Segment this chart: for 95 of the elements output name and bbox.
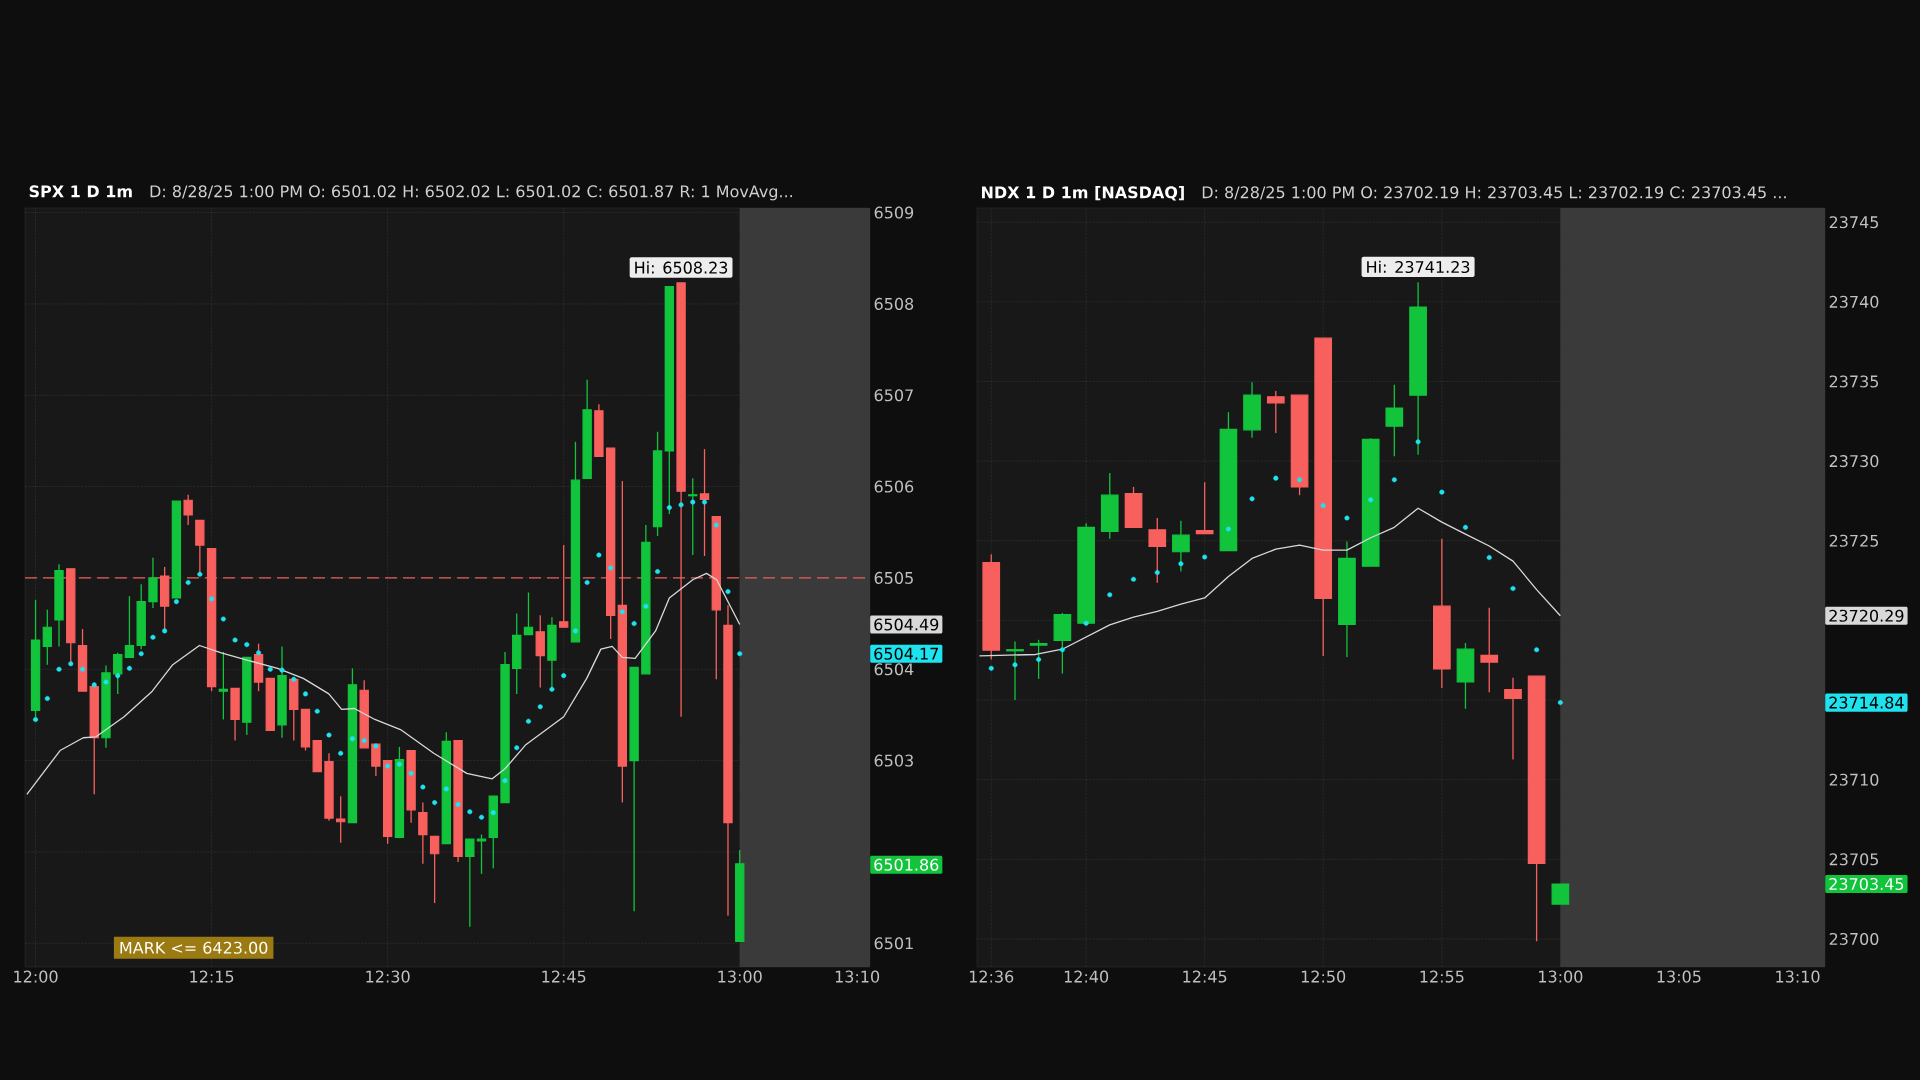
candlestick bbox=[465, 838, 475, 928]
candlestick bbox=[1148, 517, 1167, 584]
candlestick bbox=[1385, 384, 1404, 457]
point bbox=[1273, 475, 1279, 481]
candlestick bbox=[1480, 607, 1499, 693]
candlestick bbox=[1006, 640, 1024, 701]
point bbox=[1036, 657, 1042, 663]
annotation: Hi: 23741.23 bbox=[1367, 260, 1470, 274]
y-tick-label: 6508 bbox=[874, 297, 914, 310]
x-tick-label: 13:00 bbox=[1539, 970, 1583, 983]
x-tick-label: 13:05 bbox=[1657, 970, 1701, 983]
y-tick-label: 6501 bbox=[874, 937, 913, 950]
annotation: 23720.29 bbox=[1829, 609, 1904, 622]
point bbox=[988, 665, 994, 671]
annotation: 6504.49 bbox=[874, 618, 939, 631]
point bbox=[1439, 489, 1445, 495]
candlestick bbox=[476, 833, 487, 875]
point bbox=[1154, 569, 1160, 575]
point bbox=[1107, 592, 1113, 598]
point bbox=[1012, 662, 1018, 668]
point bbox=[1510, 586, 1516, 592]
candlestick bbox=[688, 477, 698, 556]
candlestick bbox=[336, 795, 346, 844]
point bbox=[1320, 503, 1326, 509]
candlestick bbox=[1172, 520, 1190, 573]
x-tick-label: 12:36 bbox=[969, 970, 1014, 983]
point bbox=[1083, 620, 1089, 626]
y-tick-label: 23725 bbox=[1829, 534, 1879, 547]
point bbox=[1462, 524, 1468, 530]
x-tick-label: 13:10 bbox=[1776, 970, 1820, 983]
point bbox=[1249, 496, 1255, 502]
line-series bbox=[26, 572, 741, 796]
candlestick bbox=[183, 494, 193, 526]
point bbox=[1415, 439, 1421, 445]
point bbox=[1225, 526, 1231, 532]
candlestick bbox=[124, 595, 135, 659]
candlestick bbox=[218, 651, 229, 721]
x-tick-label: 12:55 bbox=[1420, 970, 1464, 983]
annotation: 23703.45 bbox=[1829, 877, 1904, 891]
candlestick bbox=[1266, 390, 1285, 434]
annotation: 23714.84 bbox=[1829, 696, 1904, 709]
annotation: MARK <= 6423.00 bbox=[120, 941, 268, 954]
y-tick-label: 6503 bbox=[874, 754, 913, 767]
point bbox=[1202, 554, 1208, 560]
x-tick-label: 12:15 bbox=[190, 970, 234, 983]
candlestick bbox=[699, 448, 710, 557]
y-tick-label: 6509 bbox=[874, 206, 914, 219]
candlestick bbox=[523, 591, 534, 636]
y-tick-label: 23710 bbox=[1829, 773, 1879, 786]
candlestick bbox=[1195, 481, 1214, 535]
annotation: 6504.17 bbox=[874, 647, 938, 660]
candlestick bbox=[1551, 883, 1570, 905]
x-tick-label: 12:30 bbox=[366, 970, 410, 983]
point bbox=[1297, 477, 1303, 483]
y-tick-label: 23735 bbox=[1829, 375, 1879, 388]
x-tick-label: 12:45 bbox=[1183, 970, 1227, 983]
y-tick-label: 6507 bbox=[874, 389, 913, 402]
y-tick-label: 23705 bbox=[1829, 853, 1879, 866]
point bbox=[1344, 515, 1350, 521]
x-tick-label: 13:10 bbox=[835, 970, 880, 983]
chart-subtitle: D: 8/28/25 1:00 PM O: 6501.02 H: 6502.02 L: 6501.02 C: 6501.87 R: 1 MovAvg... bbox=[150, 185, 793, 201]
point bbox=[1178, 561, 1184, 567]
candlestick bbox=[148, 557, 158, 609]
chart-title: SPX 1 D 1m bbox=[29, 185, 132, 198]
x-tick-label: 12:45 bbox=[542, 970, 586, 983]
chart-title: NDX 1 D 1m [NASDAQ] bbox=[982, 185, 1184, 201]
candlestick bbox=[42, 609, 53, 666]
annotation: 6501.86 bbox=[874, 858, 939, 871]
candlestick bbox=[1029, 639, 1048, 680]
point bbox=[1059, 647, 1065, 653]
y-tick-label: 6505 bbox=[874, 571, 913, 584]
candlestick bbox=[429, 835, 440, 904]
y-tick-label: 23700 bbox=[1829, 932, 1879, 946]
y-tick-label: 23740 bbox=[1829, 295, 1879, 308]
x-tick-label: 12:40 bbox=[1064, 970, 1109, 983]
point bbox=[1131, 576, 1137, 582]
y-tick-label: 23730 bbox=[1829, 455, 1879, 468]
x-tick-label: 13:00 bbox=[718, 970, 762, 983]
chart-subtitle: D: 8/28/25 1:00 PM O: 23702.19 H: 23703.45 L: 23702.19 C: 23703.45 ... bbox=[1202, 186, 1786, 200]
point bbox=[1557, 700, 1563, 706]
y-tick-label: 6506 bbox=[874, 480, 914, 493]
candlestick bbox=[113, 652, 123, 695]
candlestick bbox=[418, 801, 428, 865]
y-tick-label: 23745 bbox=[1829, 216, 1879, 229]
x-tick-label: 12:50 bbox=[1301, 970, 1346, 983]
candlestick bbox=[1504, 677, 1522, 761]
point bbox=[1486, 554, 1492, 560]
annotation: Hi: 6508.23 bbox=[635, 261, 728, 274]
candlestick bbox=[559, 544, 569, 628]
point bbox=[1534, 647, 1540, 653]
point bbox=[1368, 497, 1374, 503]
x-tick-label: 12:00 bbox=[14, 970, 58, 983]
point bbox=[1391, 477, 1397, 483]
candlestick bbox=[535, 614, 545, 689]
y-tick-label: 6504 bbox=[874, 663, 914, 676]
